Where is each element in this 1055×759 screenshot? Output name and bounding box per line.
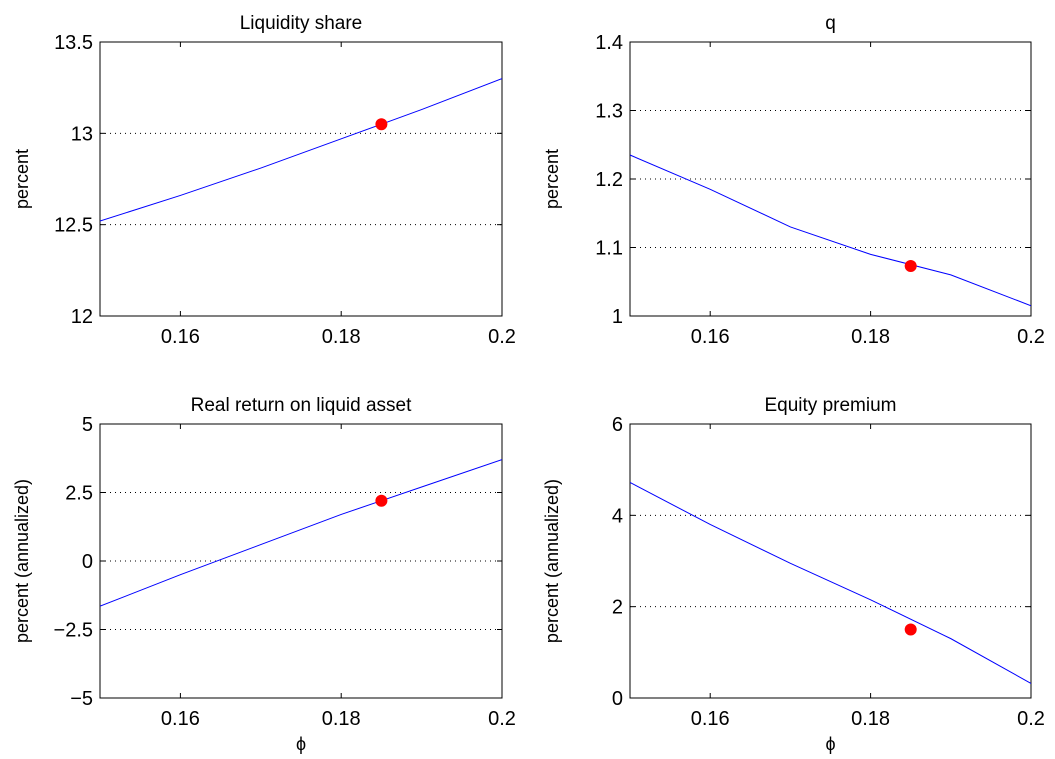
- y-tick-label: 12.5: [54, 215, 93, 237]
- x-tick-label: 0.18: [851, 326, 890, 348]
- x-tick-label: 0.16: [691, 326, 730, 348]
- y-tick-label: 13.5: [54, 32, 93, 54]
- x-tick-label: 0.2: [1017, 708, 1045, 730]
- x-tick-label: 0.16: [161, 326, 200, 348]
- y-tick-label: 4: [612, 505, 623, 527]
- plot-frame: [99, 41, 503, 317]
- y-axis-label: percent (annualized): [12, 479, 32, 643]
- y-axis-label: percent (annualized): [542, 479, 562, 643]
- calibration-marker: [904, 259, 917, 272]
- y-axis-label: percent: [542, 149, 562, 209]
- y-tick-label: 2.5: [65, 483, 93, 505]
- y-tick-label: 0: [82, 551, 93, 573]
- x-tick-label: 0.16: [161, 708, 200, 730]
- calibration-marker: [375, 494, 388, 507]
- x-tick-label: 0.18: [851, 708, 890, 730]
- chart-title: q: [825, 13, 836, 34]
- chart-panel-1: 12 12.5 13 13.5 0.16 0.18 0.2 Liquidity share pe…: [12, 13, 516, 348]
- y-tick-label: 1: [612, 306, 623, 328]
- y-tick-label: −5: [70, 688, 93, 710]
- y-tick-label: 1.3: [595, 101, 623, 123]
- chart-title: Real return on liquid asset: [191, 395, 412, 416]
- y-tick-label: 0: [612, 688, 623, 710]
- calibration-marker: [904, 623, 917, 636]
- y-tick-label: 2: [612, 597, 623, 619]
- x-tick-label: 0.2: [1017, 326, 1045, 348]
- series-line: [100, 78, 502, 222]
- x-tick-label: 0.2: [488, 708, 516, 730]
- y-tick-label: 12: [71, 306, 93, 328]
- chart-panel-4: 0 2 4 6 0.16 0.18 0.2 Equity premium percent (an…: [542, 395, 1045, 754]
- x-tick-label: 0.18: [322, 708, 361, 730]
- y-tick-label: −2.5: [54, 620, 93, 642]
- series-line: [100, 459, 502, 607]
- y-tick-label: 5: [82, 414, 93, 436]
- y-tick-label: 1.4: [595, 32, 623, 54]
- chart-panel-2: 1 1.1 1.2 1.3 1.4 0.16 0.18 0.2 q percent: [542, 13, 1045, 348]
- y-tick-label: 1.1: [595, 238, 623, 260]
- plot-frame: [629, 423, 1032, 699]
- y-tick-label: 6: [612, 414, 623, 436]
- x-tick-label: 0.2: [488, 326, 516, 348]
- calibration-marker: [375, 118, 388, 131]
- y-tick-label: 1.2: [595, 169, 623, 191]
- y-tick-label: 13: [71, 123, 93, 145]
- chart-title: Equity premium: [765, 395, 897, 416]
- y-axis-label: percent: [12, 149, 32, 209]
- chart-panel-3: −5 −2.5 0 2.5 5 0.16 0.18 0.2 Real return on liq…: [12, 395, 516, 754]
- x-axis-label: ϕ: [825, 734, 835, 754]
- x-axis-label: ϕ: [296, 734, 306, 754]
- series-line: [630, 154, 1031, 307]
- series-line: [630, 482, 1031, 684]
- chart-title: Liquidity share: [240, 13, 363, 34]
- x-tick-label: 0.18: [322, 326, 361, 348]
- x-tick-label: 0.16: [691, 708, 730, 730]
